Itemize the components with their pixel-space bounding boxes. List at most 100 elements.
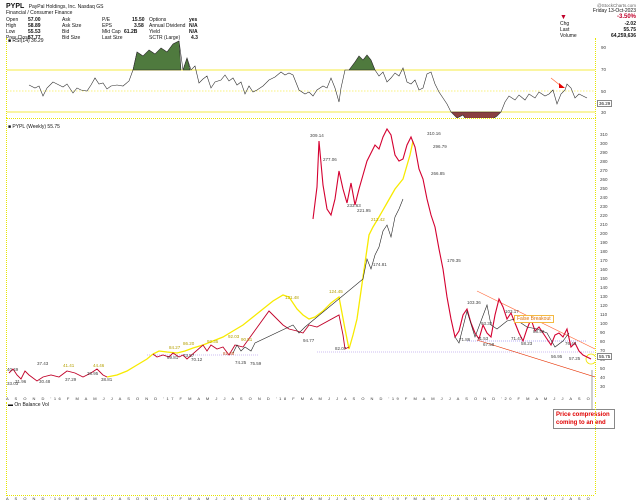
false-breakout-annotation: False Breakout bbox=[514, 315, 554, 323]
svg-text:233.63: 233.63 bbox=[347, 203, 361, 208]
x-axis-labels-bottom: A S O N D '16 F M A M J J A S O N D '17 … bbox=[6, 496, 594, 501]
svg-text:266.85: 266.85 bbox=[431, 171, 445, 176]
svg-text:170: 170 bbox=[600, 258, 608, 263]
svg-text:93.32: 93.32 bbox=[481, 321, 493, 326]
quote-last-size: Last Size bbox=[102, 35, 123, 41]
svg-text:90: 90 bbox=[601, 45, 607, 50]
svg-text:240: 240 bbox=[600, 195, 608, 200]
svg-text:69.81: 69.81 bbox=[167, 355, 179, 360]
chg-label: Chg bbox=[560, 21, 570, 27]
svg-text:212.42: 212.42 bbox=[371, 217, 385, 222]
rsi-current-value: 36.29 bbox=[597, 100, 613, 107]
last-price-tag: 55.75 bbox=[597, 353, 613, 360]
price-label: ■ PYPL (Weekly) 55.75 bbox=[8, 124, 60, 130]
svg-text:57.25: 57.25 bbox=[569, 356, 581, 361]
quote-sctr: SCTR (Large) 4.3 bbox=[149, 35, 198, 41]
quote-date: Friday 13-Oct-2023 bbox=[592, 8, 636, 14]
svg-text:41.41: 41.41 bbox=[63, 363, 75, 368]
svg-text:90: 90 bbox=[600, 330, 606, 335]
rsi-chart bbox=[7, 40, 595, 118]
svg-text:70: 70 bbox=[600, 348, 606, 353]
svg-text:130: 130 bbox=[600, 294, 608, 299]
rsi-panel: ■ RSI(14) 36.29 90 70 50 30 36.29 bbox=[6, 38, 613, 118]
svg-text:220: 220 bbox=[600, 213, 608, 218]
rsi-axis: 90 70 50 30 36.29 bbox=[597, 38, 637, 118]
svg-text:38.81: 38.81 bbox=[101, 377, 113, 382]
down-arrow-icon: ▼ bbox=[560, 14, 567, 21]
svg-text:121.48: 121.48 bbox=[285, 295, 299, 300]
svg-text:100: 100 bbox=[600, 321, 608, 326]
obv-label: ▬ On Balance Vol bbox=[8, 402, 49, 408]
svg-text:76.43: 76.43 bbox=[565, 341, 577, 346]
svg-text:290: 290 bbox=[600, 150, 608, 155]
svg-text:70: 70 bbox=[601, 67, 607, 72]
svg-text:71.53: 71.53 bbox=[477, 336, 489, 341]
svg-text:30: 30 bbox=[600, 384, 606, 389]
svg-text:180: 180 bbox=[600, 249, 608, 254]
svg-text:81.38: 81.38 bbox=[223, 351, 235, 356]
volume-value: 64,259,636 bbox=[610, 33, 636, 39]
price-legend-icon: ■ bbox=[8, 124, 12, 130]
svg-text:310.16: 310.16 bbox=[427, 131, 441, 136]
svg-text:270: 270 bbox=[600, 168, 608, 173]
svg-text:94.77: 94.77 bbox=[303, 338, 315, 343]
arrow-icon bbox=[559, 83, 565, 88]
svg-text:310: 310 bbox=[600, 132, 608, 137]
svg-text:84.27: 84.27 bbox=[169, 345, 181, 350]
svg-text:71.47: 71.47 bbox=[511, 336, 523, 341]
quote-summary: @StockCharts.com Friday 13-Oct-2023 ▼ -3… bbox=[556, 3, 636, 39]
price-axis: 310 300 290 280 270 260 250 240 230 220 210 200 1… bbox=[597, 119, 637, 397]
obv-panel: ▬ On Balance Vol bbox=[6, 402, 596, 494]
svg-text:86.20: 86.20 bbox=[183, 341, 195, 346]
quote-header: PYPL PayPal Holdings, Inc. Nasdaq GS Fin… bbox=[6, 3, 606, 41]
x-axis-labels: A S O N D '16 F M A M J J A S O N D '17 … bbox=[6, 396, 594, 401]
svg-text:103.36: 103.36 bbox=[467, 300, 481, 305]
x-axis-top: A S O N D '16 F M A M J J A S O N D '17 … bbox=[6, 396, 594, 402]
svg-text:75.59: 75.59 bbox=[250, 361, 262, 366]
volume-label: Volume bbox=[560, 33, 577, 39]
quote-low: Low 55.53 bbox=[6, 29, 41, 35]
svg-text:30.48: 30.48 bbox=[39, 379, 51, 384]
quote-yield: Yield N/A bbox=[149, 29, 198, 35]
svg-text:210: 210 bbox=[600, 222, 608, 227]
svg-text:70.12: 70.12 bbox=[191, 357, 203, 362]
svg-text:50: 50 bbox=[601, 89, 607, 94]
company-name: PayPal Holdings, Inc. Nasdaq GS bbox=[28, 4, 104, 10]
svg-text:221.95: 221.95 bbox=[357, 208, 371, 213]
svg-text:120: 120 bbox=[600, 303, 608, 308]
last-value: 55.75 bbox=[623, 27, 636, 33]
svg-text:296.79: 296.79 bbox=[433, 144, 447, 149]
svg-text:103.17: 103.17 bbox=[505, 309, 519, 314]
quote-ask-size: Ask Size bbox=[62, 23, 82, 29]
svg-text:38.95: 38.95 bbox=[87, 371, 99, 376]
quote-bid-size: Bid Size bbox=[62, 35, 81, 41]
svg-text:40: 40 bbox=[600, 375, 606, 380]
rsi-label: ■ RSI(14) 36.29 bbox=[8, 38, 44, 44]
svg-text:31.96: 31.96 bbox=[15, 379, 27, 384]
svg-text:250: 250 bbox=[600, 186, 608, 191]
svg-text:280: 280 bbox=[600, 159, 608, 164]
svg-text:124.45: 124.45 bbox=[329, 289, 343, 294]
svg-text:33.03: 33.03 bbox=[7, 381, 19, 386]
svg-text:200: 200 bbox=[600, 231, 608, 236]
svg-text:179.35: 179.35 bbox=[447, 258, 461, 263]
svg-text:230: 230 bbox=[600, 204, 608, 209]
svg-text:140: 140 bbox=[600, 285, 608, 290]
svg-text:44.46: 44.46 bbox=[93, 363, 105, 368]
note-connector bbox=[591, 370, 593, 410]
svg-text:92.03: 92.03 bbox=[228, 334, 240, 339]
quote-annual-dividend: Annual Dividend N/A bbox=[149, 23, 198, 29]
svg-text:260: 260 bbox=[600, 177, 608, 182]
svg-text:190: 190 bbox=[600, 240, 608, 245]
quote-bid: Bid bbox=[62, 29, 70, 35]
watermark: @StockCharts.com bbox=[597, 3, 636, 8]
svg-text:277.06: 277.06 bbox=[323, 157, 337, 162]
svg-text:40.49: 40.49 bbox=[7, 367, 19, 372]
chg-value: -2.02 bbox=[624, 21, 636, 27]
svg-text:90.51: 90.51 bbox=[241, 337, 253, 342]
quote-grid: Open 57.00 High 58.89 Low 55.53 Prev Close 5… bbox=[6, 16, 606, 41]
svg-text:56.95: 56.95 bbox=[551, 354, 563, 359]
quote-options: Options yes bbox=[149, 17, 198, 23]
svg-text:67.58: 67.58 bbox=[483, 342, 495, 347]
